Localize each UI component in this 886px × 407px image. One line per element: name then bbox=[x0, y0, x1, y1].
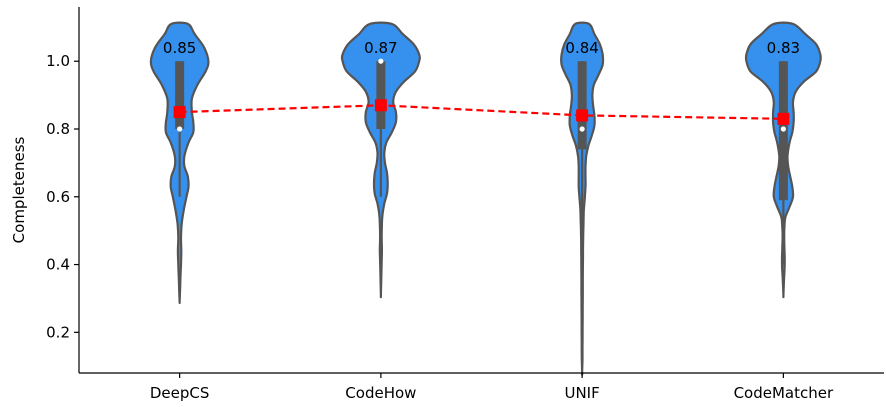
mean-marker-unif bbox=[576, 109, 589, 122]
mean-value-label-codehow: 0.87 bbox=[364, 39, 397, 57]
mean-value-label-codematcher: 0.83 bbox=[767, 39, 800, 57]
mean-value-label-deepcs: 0.85 bbox=[163, 39, 196, 57]
median-dot-deepcs bbox=[177, 126, 183, 132]
median-dot-codematcher bbox=[780, 126, 786, 132]
mean-group bbox=[173, 99, 790, 125]
mean-value-label-unif: 0.84 bbox=[565, 39, 598, 57]
x-tick-label-codehow: CodeHow bbox=[345, 384, 416, 402]
iqr-box-unif bbox=[577, 61, 587, 150]
x-tick-label-deepcs: DeepCS bbox=[150, 384, 210, 402]
median-dot-unif bbox=[579, 126, 585, 132]
box-group bbox=[175, 58, 788, 265]
y-tick-label: 0.6 bbox=[46, 188, 70, 206]
mean-marker-deepcs bbox=[173, 106, 186, 119]
median-dot-codehow bbox=[378, 58, 384, 64]
y-tick-label: 0.8 bbox=[46, 120, 70, 138]
iqr-box-codehow bbox=[376, 61, 386, 129]
iqr-box-deepcs bbox=[175, 61, 185, 129]
y-axis-title: Completeness bbox=[10, 136, 28, 243]
mean-label-group: 0.85 0.87 0.84 0.83 bbox=[163, 39, 800, 57]
mean-marker-codehow bbox=[374, 99, 387, 112]
x-tick-label-codematcher: CodeMatcher bbox=[734, 384, 834, 402]
mean-marker-codematcher bbox=[777, 112, 790, 125]
x-tick-label-unif: UNIF bbox=[564, 384, 599, 402]
axes: 0.2 0.4 0.6 0.8 1.0 DeepCS CodeHow UNIF CodeMatc… bbox=[46, 7, 884, 402]
y-tick-label: 0.2 bbox=[46, 323, 70, 341]
mean-line bbox=[179, 104, 784, 120]
violin-group bbox=[149, 21, 822, 376]
y-tick-label: 1.0 bbox=[46, 52, 70, 70]
y-tick-label: 0.4 bbox=[46, 256, 70, 274]
